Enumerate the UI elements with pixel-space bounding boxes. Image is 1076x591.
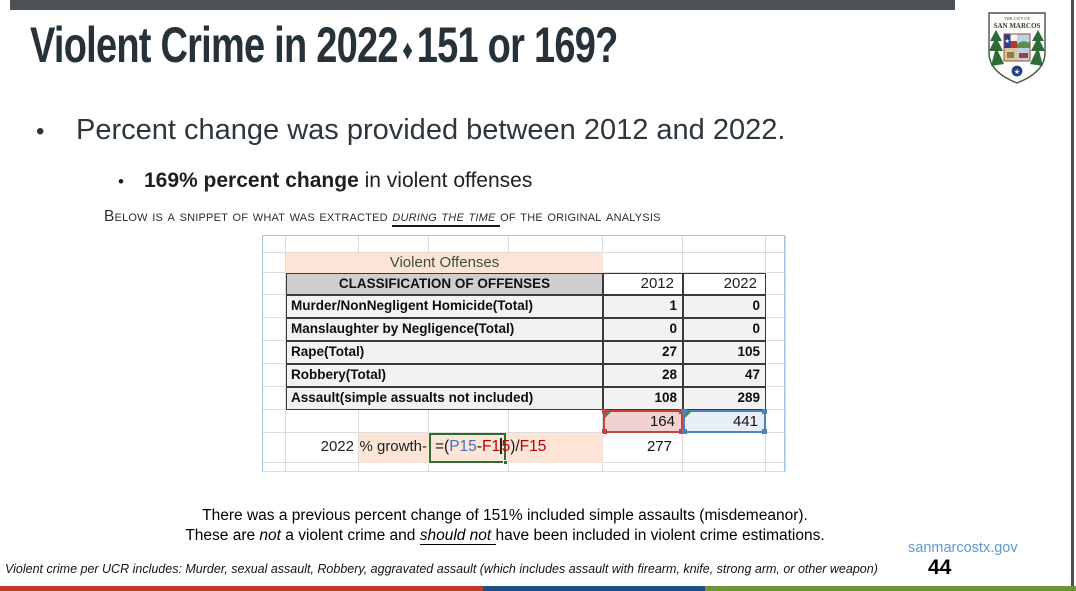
offense-label-cell: Murder/NonNegligent Homicide(Total): [286, 295, 603, 318]
formula-edit-cell: [429, 433, 508, 465]
bullet-sub: • 169% percent change in violent offense…: [118, 169, 532, 195]
value-2022-cell: 289: [683, 387, 766, 410]
ucr-footnote: Violent crime per UCR includes: Murder, …: [5, 562, 878, 576]
city-seal-graphic: THE CITY OF SAN MARCOS ★ ★: [988, 12, 1046, 84]
value-2012-cell: 28: [603, 364, 683, 387]
spreadsheet-empty-row: [263, 463, 786, 472]
right-edge-line: [1071, 0, 1074, 591]
texas-star-icon: ★: [1005, 38, 1010, 45]
page-title: Violent Crime in 2022 ♦151 or 169?: [30, 17, 618, 73]
value-2012-cell: 0: [603, 318, 683, 341]
table-row: Manslaughter by Negligence(Total) 0 0: [263, 318, 786, 341]
trace-mark-icon: [685, 412, 691, 418]
snippet-emphasis: during the time: [392, 208, 501, 227]
table-row: Murder/NonNegligent Homicide(Total) 1 0: [263, 295, 786, 318]
seal-text-line1: THE CITY OF: [1004, 16, 1030, 21]
seal-text-line2: SAN MARCOS: [994, 22, 1041, 30]
bullet-main-text: Percent change was provided between 2012…: [76, 114, 786, 146]
spreadsheet-empty-row: [263, 236, 786, 253]
group-header-row: Violent Offenses: [263, 253, 786, 273]
value-2012-cell: 108: [603, 387, 683, 410]
total-2022-cell: 441: [682, 409, 767, 434]
group-header-cell: Violent Offenses: [286, 253, 603, 273]
diamond-icon: ♦: [402, 33, 413, 65]
bullet-main: • Percent change was provided between 20…: [36, 114, 785, 150]
offense-label-cell: Robbery(Total): [286, 364, 603, 387]
bullet-icon: •: [118, 172, 124, 191]
bullet-icon: •: [36, 118, 45, 145]
seal-trees-left: [989, 30, 1004, 66]
website-link: sanmarcostx.gov: [908, 540, 1018, 556]
column-header-row: CLASSIFICATION OF OFFENSES 2012 2022: [263, 273, 786, 295]
medallion-star-icon: ★: [1014, 68, 1020, 76]
formula-text: =(P15-F15)/F15: [435, 438, 547, 455]
table-row: Assault(simple assualts not included) 10…: [263, 387, 786, 410]
offense-label-cell: Rape(Total): [286, 341, 603, 364]
totals-row: 164 441: [263, 409, 786, 434]
san-marcos-city-seal: THE CITY OF SAN MARCOS ★ ★: [984, 8, 1050, 86]
growth-year-cell: 2022: [286, 433, 359, 463]
seal-trees-right: [1030, 30, 1045, 66]
snippet-caption: Below is a snippet of what was extracted…: [104, 208, 661, 227]
growth-result-cell: 277: [603, 433, 683, 463]
bottom-accent-stripe: [0, 586, 1076, 591]
value-2022-cell: 105: [683, 341, 766, 364]
note-line2: These are not a violent crime and should…: [185, 526, 825, 545]
growth-formula-row: 2022 % growth- =(P15-F15)/F15 277: [263, 433, 786, 465]
table-row: Rape(Total) 27 105: [263, 341, 786, 364]
violent-offenses-spreadsheet: Violent Offenses CLASSIFICATION OF OFFEN…: [262, 235, 786, 472]
table-row: Robbery(Total) 28 47: [263, 364, 786, 387]
bullet-sub-text: 169% percent change in violent offenses: [144, 169, 533, 192]
offense-label-cell: Manslaughter by Negligence(Total): [286, 318, 603, 341]
note-line1: There was a previous percent change of 1…: [202, 507, 808, 524]
explanatory-note: There was a previous percent change of 1…: [0, 506, 1010, 545]
year-2012-header-cell: 2012: [603, 273, 683, 295]
seal-shield-quadrants: ★: [1003, 33, 1031, 62]
classification-header-cell: CLASSIFICATION OF OFFENSES: [286, 273, 603, 295]
top-accent-bar: [10, 0, 955, 10]
fill-handle-icon: [503, 460, 508, 465]
value-2022-cell: 47: [683, 364, 766, 387]
page-number: 44: [928, 556, 952, 579]
value-2012-cell: 27: [603, 341, 683, 364]
value-2022-cell: 0: [683, 318, 766, 341]
year-2022-header-cell: 2022: [683, 273, 766, 295]
seal-medallion: [1010, 64, 1024, 78]
formula-band: =(P15-F15)/F15: [429, 433, 603, 465]
growth-label-cell: % growth-: [359, 433, 429, 463]
total-2012-cell: 164: [602, 409, 684, 434]
offense-label-cell: Assault(simple assualts not included): [286, 387, 603, 410]
value-2012-cell: 1: [603, 295, 683, 318]
stripe-blue-segment: [483, 586, 705, 591]
value-2022-cell: 0: [683, 295, 766, 318]
trace-mark-icon: [605, 412, 611, 418]
text-cursor: [500, 438, 502, 454]
stripe-green-segment: [705, 586, 1076, 591]
stripe-red-segment: [0, 586, 483, 591]
